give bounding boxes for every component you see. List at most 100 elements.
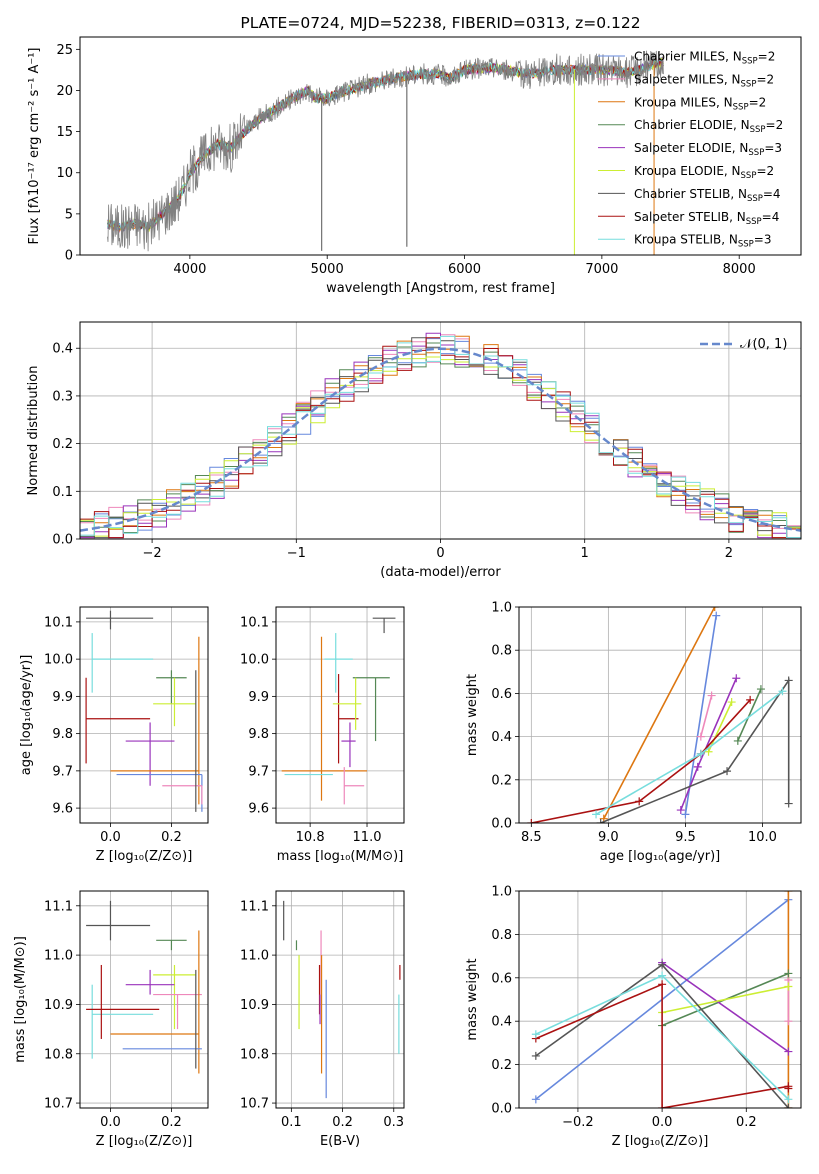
weight-series-marker [784,1104,793,1108]
x-tick-label: 0.2 [161,1115,182,1130]
plot-area [86,900,202,1074]
y-tick-label: 0.3 [52,389,73,404]
legend-entry: Chabrier ELODIE, NSSP=2 [634,118,783,135]
plot-area [107,50,664,255]
x-tick-label: 0.3 [383,1115,404,1130]
weight-series-line [707,701,733,753]
y-tick-label: 10.1 [44,615,73,630]
legend-entry: Kroupa STELIB, NSSP=3 [634,233,772,250]
normal-reference-curve [80,347,801,532]
weight-series-marker [696,732,705,741]
y-tick-label: 9.8 [52,727,73,742]
error-bar-point [156,670,187,704]
y-tick-label: 11.0 [240,949,269,964]
x-axis-label: E(B-V) [320,1134,360,1149]
y-tick-label: 0 [65,249,73,264]
x-tick-label: 10.8 [296,830,325,845]
axes-frame [79,321,802,540]
model-spectrum [107,59,664,231]
weight-series-line [661,961,789,1053]
weight-series-marker [784,891,793,895]
legend-entry: Kroupa ELODIE, NSSP=2 [634,164,774,181]
weight-series-line [700,695,713,737]
weight-series-line [661,985,789,1014]
x-axis-label: (data-model)/error [380,565,501,580]
weight-series-marker [658,971,667,980]
weight-series-marker [732,674,741,683]
weight-series-marker [596,819,605,823]
y-tick-label: 9.8 [248,727,269,742]
x-tick-label: −1 [287,546,306,561]
x-tick-label: 0.2 [161,830,182,845]
x-tick-label: 7000 [585,262,618,277]
y-tick-label: 10.1 [240,615,269,630]
y-tick-label: 11.0 [44,949,73,964]
weight-series-marker [531,1095,540,1104]
y-tick-label: 10.9 [44,998,73,1013]
weight-series-marker [784,1084,793,1093]
weight-series-line [737,688,762,742]
error-bar-point [343,767,365,805]
error-bar-point [125,722,175,786]
weight_vs_age-panel: 8.5 9.0 9.5 10.0 0.0 0.2 0.4 0.6 0.8 1.0 age [log₁… [465,601,802,864]
x-tick-label: 11.0 [353,830,382,845]
x-tick-label: 9.5 [675,830,696,845]
weight-series-line [535,983,790,1108]
error-bar-point [86,610,154,630]
y-tick-label: 0.0 [491,817,512,832]
axes-frame [518,890,802,1109]
error-bar-point [86,964,160,1039]
y-axis-label: mass weight [465,674,480,756]
y-tick-label: 9.6 [248,802,269,817]
y-axis-label: mass [log₁₀(M/M⊙)] [13,936,28,1063]
weight-series-line [600,677,790,823]
weight-series-marker [710,607,719,611]
x-tick-label: 8000 [723,262,756,277]
y-tick-label: 10.7 [240,1097,269,1112]
weight-series-marker [531,1051,540,1060]
y-tick-label: 0.0 [491,1102,512,1117]
x-axis-label: Z [log₁₀(Z/Z⊙)] [96,1134,193,1149]
legend: 𝒩(0, 1) [700,337,787,352]
weight-series-marker [784,799,793,808]
x-tick-label: 10.0 [748,830,777,845]
y-tick-label: 0.8 [491,928,512,943]
weight-series-marker [778,687,787,696]
legend-entry: Salpeter STELIB, NSSP=4 [634,210,779,227]
legend-entry: Kroupa MILES, NSSP=2 [634,95,766,112]
weight-series-marker [527,819,536,823]
y-tick-label: 10.0 [44,653,73,668]
weight-series-marker [635,797,644,806]
legend-entry: Salpeter ELODIE, NSSP=3 [634,141,782,158]
y-tick-label: 1.0 [491,601,512,616]
weight-series-marker [712,611,721,620]
chart-title: PLATE=0724, MJD=52238, FIBERID=0313, z=0… [240,14,640,32]
weight-series-marker [784,969,793,978]
error-bar-point [125,969,175,995]
x-tick-label: 0 [436,546,444,561]
weight-series-marker [707,691,716,700]
error-bar-point [91,633,154,693]
weight-series-marker [693,762,702,771]
y-tick-label: 0.6 [491,687,512,702]
error-bar-point [324,633,353,693]
weight-series-marker [784,1047,793,1056]
y-tick-label: 11.1 [44,899,73,914]
error-bar-point [372,617,396,634]
y-axis-label: mass weight [465,958,480,1040]
y-tick-label: 11.1 [240,899,269,914]
y-tick-label: 9.7 [52,764,73,779]
x-axis-label: Z [log₁₀(Z/Z⊙)] [96,849,193,864]
error-bar-point [281,636,368,801]
plot-area [85,610,203,812]
y-tick-label: 0.4 [52,342,73,357]
y-tick-label: 10.8 [44,1047,73,1062]
weight-series-marker [723,767,732,776]
weight-series-marker [681,810,690,819]
x-tick-label: 1 [581,546,589,561]
weight-series-line [680,677,738,811]
y-tick-label: 10.7 [44,1097,73,1112]
x-tick-label: −0.2 [562,1115,594,1130]
x-axis-label: Z [log₁₀(Z/Z⊙)] [612,1134,709,1149]
